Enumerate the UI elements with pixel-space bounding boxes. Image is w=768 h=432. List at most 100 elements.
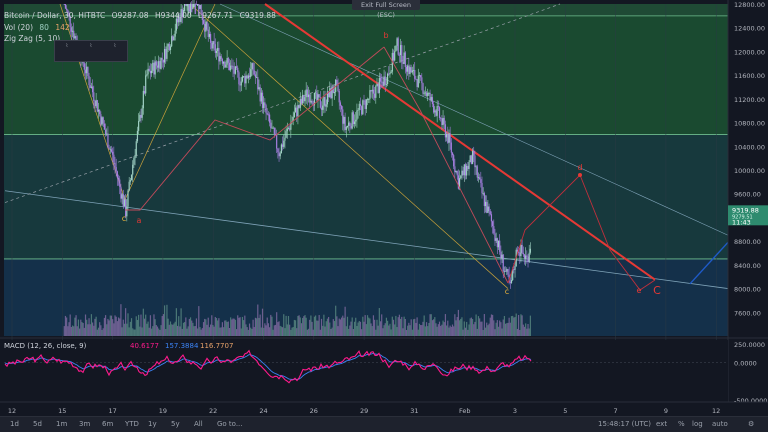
candle-body bbox=[355, 119, 357, 122]
candle-body bbox=[388, 73, 390, 75]
volume-bar bbox=[355, 317, 357, 336]
scale-button-log[interactable]: log bbox=[692, 420, 703, 428]
volume-bar bbox=[218, 318, 220, 336]
candle-body bbox=[348, 122, 350, 126]
candle-body bbox=[319, 97, 321, 108]
candle-body bbox=[234, 66, 236, 74]
candle-body bbox=[422, 83, 424, 94]
volume-bar bbox=[421, 325, 423, 336]
volume-bar bbox=[278, 321, 280, 336]
zigzag-line-2 bbox=[383, 46, 509, 284]
candle-body bbox=[466, 165, 468, 176]
candle-body bbox=[260, 92, 262, 102]
timeframe-3m[interactable]: 3m bbox=[79, 420, 91, 428]
scale-button-auto[interactable]: auto bbox=[712, 420, 728, 428]
candle-body bbox=[71, 30, 74, 32]
volume-bar bbox=[176, 325, 179, 336]
timeframe-1d[interactable]: 1d bbox=[10, 420, 19, 428]
volume-bar bbox=[212, 324, 214, 336]
volume-bar bbox=[427, 326, 429, 336]
volume-bar bbox=[490, 314, 493, 336]
scale-button-percent[interactable]: % bbox=[678, 420, 685, 428]
candle-body bbox=[139, 114, 141, 122]
zigzag-label: Zig Zag (5, 10) bbox=[4, 34, 61, 43]
volume-bar bbox=[230, 317, 232, 336]
scale-button-ext[interactable]: ext bbox=[656, 420, 668, 428]
candle-body bbox=[403, 52, 405, 64]
pattern-icon-3[interactable]: ⌇ bbox=[113, 43, 117, 49]
time-tick-label: 12 bbox=[8, 407, 16, 415]
volume-bar bbox=[446, 325, 448, 336]
macd-tick-label: -500.0000 bbox=[734, 397, 767, 405]
volume-bar bbox=[294, 320, 297, 336]
volume-bar bbox=[151, 328, 153, 336]
volume-bar bbox=[486, 322, 488, 336]
settings-gear-icon[interactable]: ⚙ bbox=[748, 420, 755, 428]
pattern-icon-2[interactable]: ⌇ bbox=[89, 43, 93, 49]
candle-body bbox=[73, 30, 75, 39]
candle-body bbox=[387, 73, 389, 84]
candle-body bbox=[522, 252, 524, 255]
volume-bar bbox=[139, 326, 141, 336]
candle-body bbox=[300, 99, 303, 104]
volume-bar bbox=[96, 329, 98, 336]
volume-bar bbox=[224, 320, 226, 336]
zigzag-legend[interactable]: Zig Zag (5, 10) bbox=[4, 34, 64, 43]
timeframe-ytd[interactable]: YTD bbox=[125, 420, 139, 428]
volume-bar bbox=[235, 329, 238, 336]
candle-body bbox=[404, 52, 406, 68]
volume-bar bbox=[80, 319, 82, 336]
fib-line-1 bbox=[189, 3, 509, 289]
volume-bar bbox=[443, 322, 445, 336]
volume-bar bbox=[489, 317, 491, 336]
volume-bar bbox=[135, 316, 137, 336]
timeframe-goto[interactable]: Go to... bbox=[217, 420, 243, 428]
candle-body bbox=[155, 61, 157, 66]
candle-body bbox=[207, 29, 209, 37]
candle-body bbox=[306, 89, 308, 98]
volume-bar bbox=[141, 327, 143, 336]
volume-bar bbox=[290, 329, 292, 336]
volume-bar bbox=[119, 318, 121, 336]
candle-body bbox=[186, 4, 188, 7]
timeframe-6m[interactable]: 6m bbox=[102, 420, 114, 428]
candle-body bbox=[494, 233, 496, 241]
volume-bar bbox=[424, 326, 426, 336]
symbol-title[interactable]: Bitcoin / Dollar, 30, HITBTC bbox=[4, 11, 106, 20]
candle-body bbox=[309, 94, 311, 103]
candle-body bbox=[197, 4, 199, 6]
price-tick-label: 8000.00 bbox=[734, 286, 761, 294]
timeframe-5d[interactable]: 5d bbox=[33, 420, 42, 428]
volume-bar bbox=[134, 329, 136, 336]
exit-fullscreen-button[interactable]: Exit Full Screen (ESC) bbox=[352, 0, 420, 19]
candle-body bbox=[448, 133, 450, 143]
volume-bar bbox=[103, 317, 105, 336]
candle-body bbox=[299, 99, 301, 108]
candle-body bbox=[449, 133, 451, 143]
volume-bar bbox=[114, 315, 116, 336]
volume-bar bbox=[451, 324, 454, 336]
timeframe-all[interactable]: All bbox=[194, 420, 203, 428]
candle-body bbox=[292, 117, 294, 121]
zigzag-pattern-toolbox[interactable]: ⌇ ⌇ ⌇ bbox=[54, 40, 128, 62]
timeframe-1y[interactable]: 1y bbox=[148, 420, 157, 428]
candle-body bbox=[456, 170, 458, 176]
candle-body bbox=[92, 86, 94, 93]
volume-bar bbox=[332, 319, 334, 336]
volume-bar bbox=[87, 324, 89, 336]
volume-bar bbox=[238, 317, 240, 336]
price-axis-bg bbox=[728, 0, 768, 402]
ohlc-high: H9344.00 bbox=[154, 11, 192, 20]
candle-body bbox=[259, 87, 261, 102]
candle-body bbox=[369, 90, 371, 100]
timeframe-5y[interactable]: 5y bbox=[171, 420, 180, 428]
candle-body bbox=[377, 83, 379, 93]
candle-body bbox=[351, 112, 353, 129]
timeframe-1m[interactable]: 1m bbox=[56, 420, 68, 428]
candle-body bbox=[106, 133, 108, 135]
pattern-icon-1[interactable]: ⌇ bbox=[65, 43, 69, 49]
volume-legend[interactable]: Vol (20) 80 142 bbox=[4, 23, 74, 32]
price-tick-label: 10400.00 bbox=[734, 143, 765, 151]
volume-bar bbox=[482, 329, 484, 336]
